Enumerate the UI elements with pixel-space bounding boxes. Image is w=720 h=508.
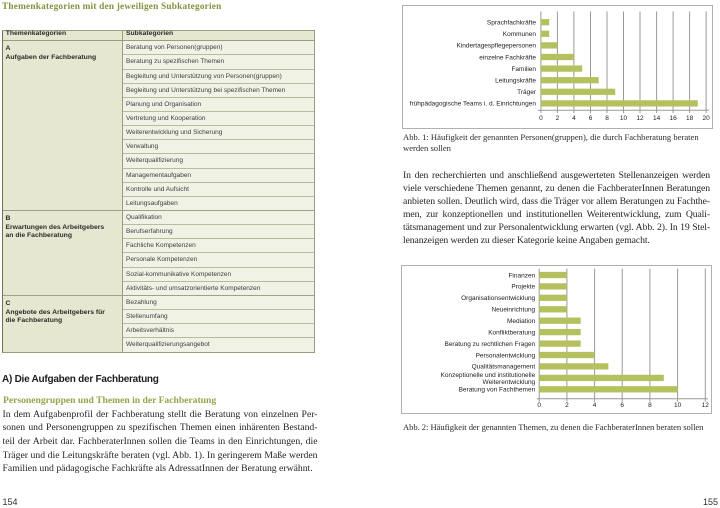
svg-text:Beratung von Fachthemen: Beratung von Fachthemen: [459, 386, 536, 393]
svg-text:0: 0: [538, 402, 542, 409]
svg-text:10: 10: [674, 402, 682, 409]
svg-text:6: 6: [621, 402, 625, 409]
svg-text:Weiterentwicklung: Weiterentwicklung: [483, 379, 536, 386]
svg-text:12: 12: [636, 115, 644, 122]
svg-text:Neueinrichtung: Neueinrichtung: [492, 306, 536, 313]
svg-text:8: 8: [605, 115, 609, 122]
svg-text:Sprachfachkräfte: Sprachfachkräfte: [486, 19, 536, 26]
svg-text:4: 4: [572, 115, 576, 122]
svg-text:Kommunen: Kommunen: [502, 31, 536, 38]
svg-text:2: 2: [555, 115, 559, 122]
svg-text:6: 6: [588, 115, 592, 122]
svg-text:4: 4: [593, 402, 597, 409]
svg-text:einzelne Fachkräfte: einzelne Fachkräfte: [479, 54, 536, 61]
svg-text:10: 10: [619, 115, 627, 122]
svg-text:0: 0: [539, 115, 543, 122]
svg-text:16: 16: [669, 115, 677, 122]
svg-text:Beratung zu rechtlichen Fragen: Beratung zu rechtlichen Fragen: [445, 341, 536, 348]
svg-text:Projekte: Projekte: [512, 284, 536, 291]
svg-text:12: 12: [702, 402, 710, 409]
svg-text:Finanzen: Finanzen: [509, 272, 536, 279]
svg-text:20: 20: [702, 115, 710, 122]
svg-text:Organisationsentwicklung: Organisationsentwicklung: [461, 295, 535, 302]
svg-text:Familien: Familien: [511, 65, 536, 72]
svg-text:8: 8: [648, 402, 652, 409]
svg-text:Kindertagespflegepersonen: Kindertagespflegepersonen: [456, 42, 536, 49]
svg-text:Träger: Träger: [517, 89, 537, 96]
svg-text:Mediation: Mediation: [507, 318, 536, 325]
svg-text:14: 14: [652, 115, 660, 122]
svg-text:Konfliktberatung: Konfliktberatung: [489, 329, 536, 336]
svg-text:2: 2: [565, 402, 569, 409]
svg-text:18: 18: [685, 115, 693, 122]
svg-text:Qualitätsmanagement: Qualitätsmanagement: [472, 364, 536, 371]
svg-text:frühpädagogische Teams i. d. E: frühpädagogische Teams i. d. Einrichtung…: [409, 100, 536, 107]
svg-text:Leitungskräfte: Leitungskräfte: [495, 77, 536, 84]
svg-text:Personalentwicklung: Personalentwicklung: [476, 352, 536, 359]
svg-text:Konzeptionelle und institution: Konzeptionelle und institutionelle: [441, 372, 536, 379]
